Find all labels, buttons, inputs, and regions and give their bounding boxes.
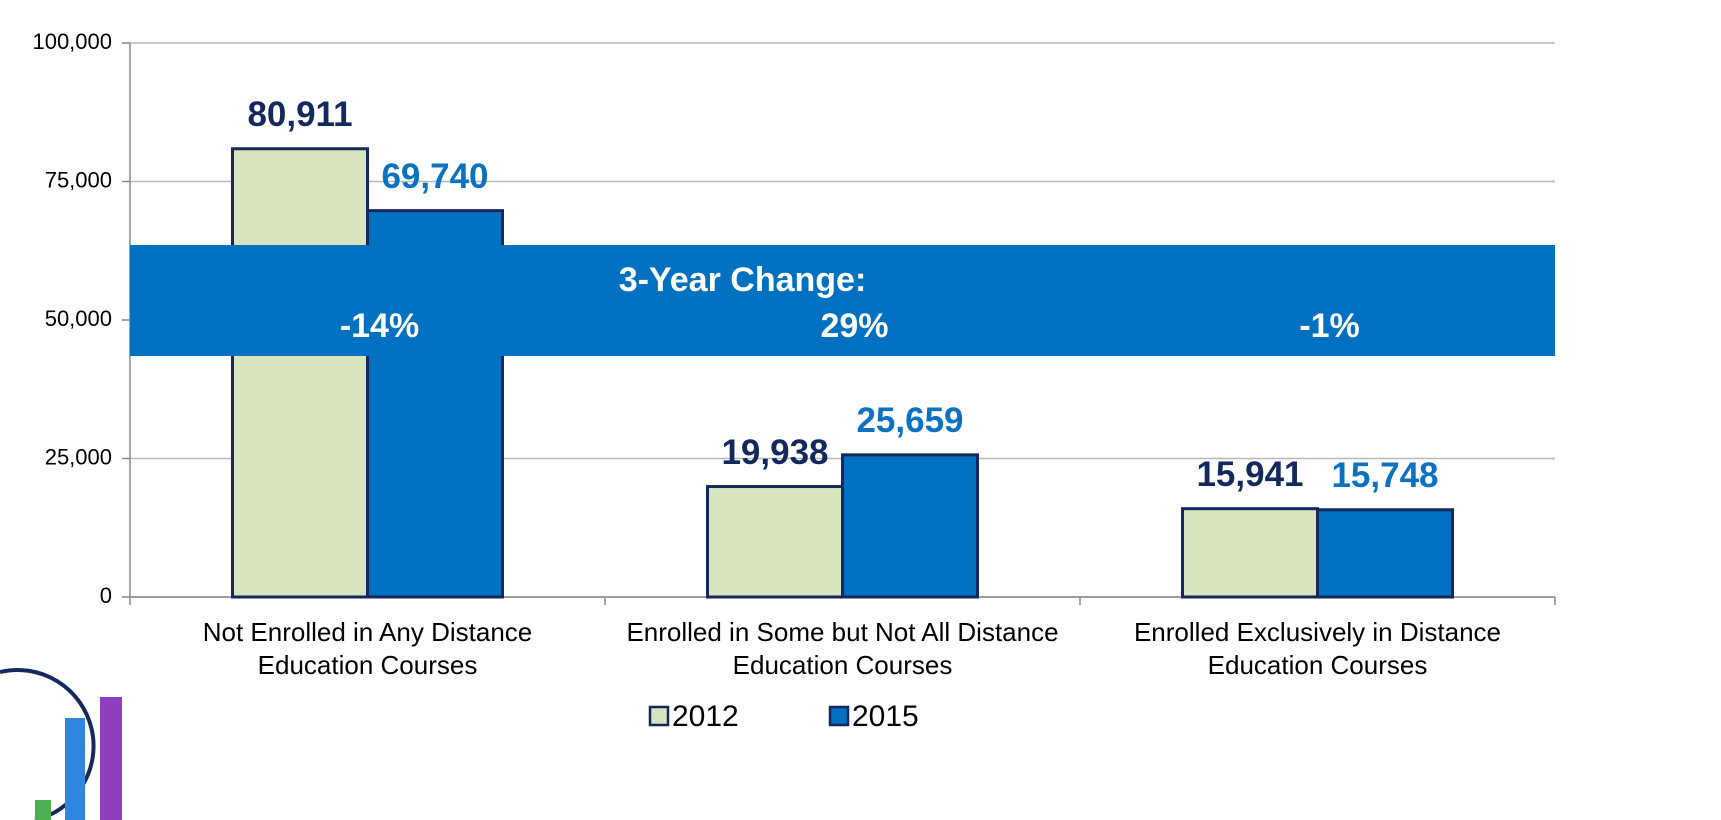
bar <box>841 453 979 599</box>
bar <box>706 485 844 599</box>
annotation-band <box>130 245 1555 356</box>
bar <box>1181 507 1319 599</box>
data-label: 69,740 <box>381 157 488 196</box>
y-tick-label: 50,000 <box>45 306 112 331</box>
annotation-value: 29% <box>820 307 888 345</box>
data-label: 19,938 <box>721 433 828 472</box>
y-tick-label: 0 <box>100 583 112 608</box>
logo-bar <box>35 800 51 820</box>
y-tick-label: 25,000 <box>45 444 112 469</box>
legend-label: 2015 <box>852 700 919 733</box>
data-label: 25,659 <box>856 401 963 440</box>
annotation-value: -1% <box>1299 307 1359 345</box>
y-tick-label: 100,000 <box>32 29 112 54</box>
x-tick-label: Not Enrolled in Any Distance Education C… <box>202 617 533 680</box>
annotation-value: -14% <box>340 307 419 345</box>
annotation-title: 3-Year Change: <box>619 261 867 299</box>
legend-swatch <box>648 705 670 727</box>
y-tick-label: 75,000 <box>45 167 112 192</box>
logo-bar <box>100 697 122 820</box>
logo-bar <box>65 718 85 820</box>
data-label: 15,941 <box>1196 455 1303 494</box>
x-tick-label: Enrolled Exclusively in Distance Educati… <box>1133 617 1502 680</box>
legend-label: 2012 <box>672 700 739 733</box>
bar <box>231 147 369 599</box>
data-label: 15,748 <box>1331 456 1438 495</box>
bar <box>1316 508 1454 599</box>
x-tick-label: Enrolled in Some but Not All Distance Ed… <box>626 617 1059 680</box>
legend-swatch <box>828 705 850 727</box>
legend-item: 2015 <box>828 700 919 733</box>
legend-item: 2012 <box>648 700 739 733</box>
logo <box>0 668 122 820</box>
data-label: 80,911 <box>247 95 352 134</box>
